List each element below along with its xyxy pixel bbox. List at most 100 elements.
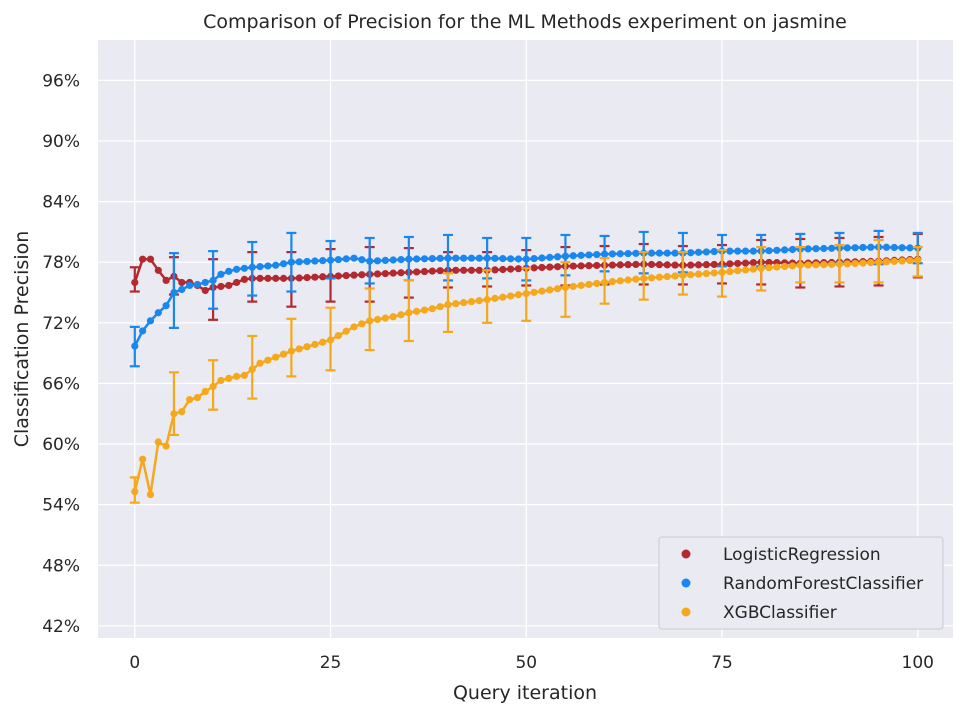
data-point — [170, 410, 178, 418]
data-point — [702, 261, 710, 269]
data-point — [655, 261, 663, 269]
data-point — [514, 291, 523, 299]
data-point — [890, 243, 898, 252]
data-point — [287, 347, 295, 355]
data-point — [499, 254, 507, 263]
data-point — [749, 265, 757, 273]
data-point — [554, 253, 562, 261]
data-point — [287, 258, 295, 266]
y-tick-label: 78% — [42, 253, 80, 273]
data-point — [710, 260, 718, 269]
data-point — [303, 273, 311, 282]
data-point — [585, 262, 593, 270]
data-point — [491, 294, 499, 302]
data-point — [812, 261, 820, 269]
data-point — [616, 261, 624, 269]
data-point — [350, 271, 358, 279]
data-point — [186, 281, 194, 290]
y-tick-label: 96% — [42, 71, 80, 91]
legend-marker — [681, 578, 691, 588]
data-point — [154, 438, 162, 446]
data-point — [467, 266, 476, 274]
data-point — [436, 303, 444, 311]
data-point — [554, 263, 562, 271]
data-point — [413, 268, 421, 276]
data-point — [851, 259, 859, 268]
data-point — [694, 261, 703, 269]
data-point — [514, 265, 523, 273]
data-point — [726, 267, 734, 276]
data-point — [820, 244, 828, 253]
data-point — [248, 365, 256, 373]
data-point — [420, 267, 429, 276]
data-point — [561, 252, 570, 260]
data-point — [624, 276, 632, 284]
data-point — [146, 317, 155, 325]
data-point — [389, 313, 397, 321]
data-point — [898, 244, 906, 252]
data-point — [319, 338, 327, 346]
data-point — [781, 262, 789, 271]
data-point — [209, 382, 217, 391]
data-point — [264, 274, 272, 282]
y-tick-label: 66% — [42, 374, 80, 394]
data-point — [154, 266, 162, 274]
data-point — [248, 263, 256, 271]
data-point — [773, 246, 781, 254]
data-point — [475, 266, 483, 274]
data-point — [201, 278, 209, 287]
data-point — [475, 254, 483, 262]
data-point — [405, 255, 413, 263]
data-point — [397, 269, 405, 277]
data-point — [773, 263, 781, 271]
data-point — [217, 282, 225, 291]
data-point — [804, 245, 812, 253]
legend-frame — [658, 536, 944, 630]
data-point — [413, 255, 421, 263]
data-point — [796, 261, 804, 269]
data-point — [828, 244, 836, 252]
data-point — [358, 320, 366, 328]
data-point — [428, 267, 436, 275]
data-point — [366, 257, 374, 265]
data-point — [232, 265, 241, 273]
legend-marker — [681, 549, 691, 559]
data-point — [444, 254, 452, 262]
data-point — [499, 265, 507, 274]
data-point — [139, 327, 147, 335]
data-point — [749, 259, 757, 267]
data-point — [326, 256, 335, 264]
data-point — [350, 254, 358, 262]
data-point — [311, 257, 319, 265]
data-point — [624, 261, 632, 269]
data-point — [350, 323, 358, 331]
data-point — [452, 254, 460, 262]
data-point — [906, 257, 914, 265]
data-point — [624, 249, 632, 258]
data-point — [178, 278, 186, 287]
data-point — [867, 259, 875, 267]
data-point — [765, 258, 773, 267]
data-point — [295, 345, 303, 353]
data-point — [741, 259, 750, 267]
data-point — [256, 274, 264, 282]
data-point — [326, 336, 335, 344]
data-point — [397, 256, 405, 264]
data-point — [436, 254, 444, 262]
data-point — [358, 256, 366, 264]
data-point — [593, 250, 601, 259]
data-point — [577, 281, 585, 290]
legend-label: LogisticRegression — [723, 545, 881, 565]
data-point — [569, 252, 577, 260]
data-point — [420, 306, 429, 314]
data-point — [428, 254, 436, 263]
data-point — [373, 315, 382, 324]
data-point — [530, 264, 538, 272]
data-point — [546, 286, 554, 294]
data-point — [882, 258, 891, 266]
data-point — [334, 332, 342, 340]
data-point — [193, 280, 202, 289]
data-point — [694, 248, 703, 256]
data-point — [146, 490, 155, 499]
data-point — [546, 263, 554, 271]
